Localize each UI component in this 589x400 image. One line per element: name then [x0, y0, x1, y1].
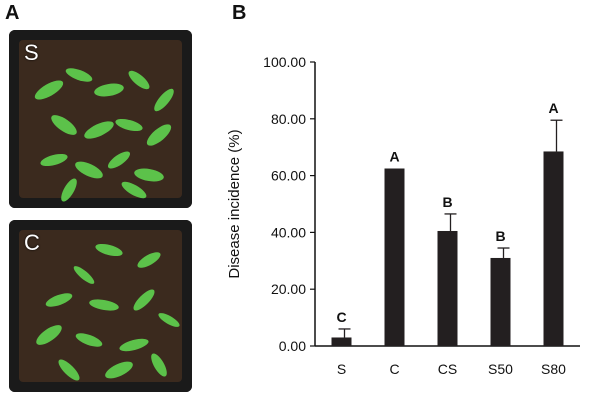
y-ticks: 0.00 20.00 40.00 60.00 80.00 100.00 [263, 54, 315, 354]
y-tick-label: 80.00 [271, 111, 306, 127]
significance-letter-c: A [389, 149, 399, 165]
x-tick-label-s: S [337, 361, 346, 377]
seedling-photo-s: S [9, 30, 192, 208]
x-tick-label-s80: S80 [541, 361, 566, 377]
bar-s80 [543, 151, 564, 346]
y-axis-label: Disease incidence (%) [226, 129, 243, 278]
y-tick-label: 40.00 [271, 224, 306, 240]
significance-letter-s50: B [495, 228, 505, 244]
bars: C A B B A [331, 100, 564, 346]
y-tick-label: 20.00 [271, 281, 306, 297]
photo-tag-c: C [24, 230, 40, 255]
significance-letter-s: C [336, 309, 346, 325]
y-tick-label: 60.00 [271, 168, 306, 184]
x-ticks: S C CS S50 S80 [337, 361, 566, 377]
seedling-leaves [34, 68, 174, 202]
x-tick-label-s50: S50 [488, 361, 513, 377]
bar-c [384, 168, 405, 346]
panel-label-a: A [5, 2, 20, 24]
y-tick-label: 100.00 [263, 54, 306, 70]
x-tick-label-c: C [389, 361, 399, 377]
bar-cs [437, 230, 458, 346]
y-tick-label: 0.00 [279, 338, 306, 354]
bar-s [331, 337, 352, 346]
seedling-photo-c: C [9, 220, 192, 392]
significance-letter-cs: B [442, 194, 452, 210]
seedling-tray-s-image [9, 30, 192, 208]
seedling-leaves [36, 243, 180, 381]
panel-label-b: B [232, 2, 247, 24]
disease-incidence-chart: Disease incidence (%) 0.00 20.00 40.00 60.0… [226, 54, 580, 377]
photo-tag-s: S [24, 40, 39, 65]
x-tick-label-cs: CS [438, 361, 457, 377]
significance-letter-s80: A [548, 100, 558, 116]
bar-s50 [490, 257, 511, 346]
seedling-tray-c-image [9, 220, 192, 392]
